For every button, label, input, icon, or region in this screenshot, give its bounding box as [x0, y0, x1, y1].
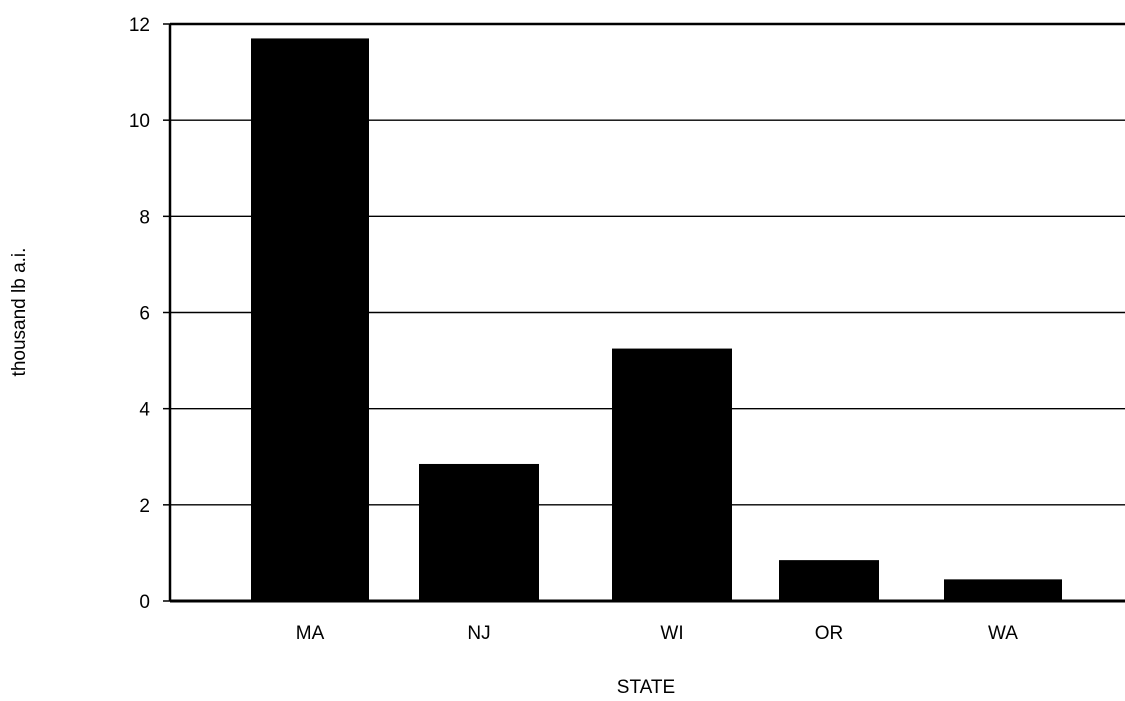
bar-nj: [419, 463, 539, 601]
bar-wa: [944, 579, 1062, 601]
y-tick-label: 4: [139, 400, 150, 421]
y-tick-label: 10: [129, 111, 150, 132]
y-tick-label: 8: [139, 207, 150, 228]
x-category-label: OR: [815, 623, 844, 644]
bar-ma: [251, 38, 369, 602]
y-tick-labels: 0 2 4 6 8 10 12: [129, 15, 151, 613]
x-axis-title: STATE: [617, 677, 675, 696]
y-tick-label: 6: [139, 304, 150, 325]
bar-wi: [612, 348, 732, 601]
x-category-label: MA: [296, 623, 325, 644]
bars: [251, 38, 1062, 602]
x-category-label: WA: [988, 623, 1018, 644]
y-tick-label: 2: [139, 496, 150, 517]
x-category-label: NJ: [467, 623, 490, 644]
x-category-labels: MA NJ WI OR WA: [296, 623, 1019, 644]
y-tick-label: 12: [129, 15, 150, 36]
x-category-label: WI: [660, 623, 683, 644]
bar-or: [779, 560, 879, 601]
y-axis-title: thousand lb a.i.: [9, 248, 30, 377]
axes: [168, 22, 1125, 603]
y-tick-label: 0: [139, 592, 150, 613]
